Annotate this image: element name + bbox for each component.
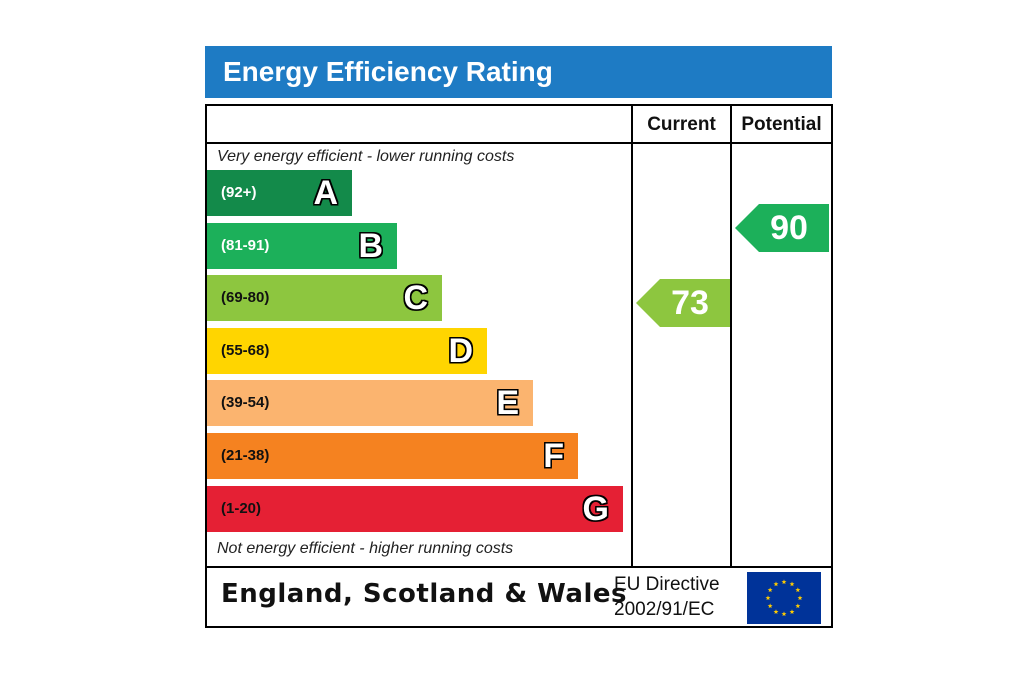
arrow-shape xyxy=(636,279,730,327)
eu-star-icon xyxy=(773,581,779,587)
band-a: (92+) A xyxy=(207,170,352,216)
eu-directive-line2: 2002/91/EC xyxy=(614,599,715,620)
band-letter: D xyxy=(448,332,473,370)
note-very-efficient: Very energy efficient - lower running co… xyxy=(217,148,515,165)
rating-table: Current Potential Very energy efficient … xyxy=(205,104,833,628)
band-letter: A xyxy=(313,174,338,212)
potential-rating-arrow: 90 xyxy=(735,204,829,252)
eu-directive: EU Directive 2002/91/EC xyxy=(614,572,720,622)
band-range: (69-80) xyxy=(221,289,270,306)
footer-country: England, Scotland & Wales xyxy=(221,579,627,609)
band-f: (21-38) F xyxy=(207,433,578,479)
current-rating-value: 73 xyxy=(671,284,709,322)
eu-flag-icon xyxy=(747,572,821,624)
eu-star-icon xyxy=(781,611,787,617)
band-letter: F xyxy=(543,437,564,475)
band-range: (39-54) xyxy=(221,394,270,411)
eu-star-icon xyxy=(795,603,801,609)
band-d: (55-68) D xyxy=(207,328,487,374)
band-letter: G xyxy=(582,490,609,528)
eu-star-icon xyxy=(795,587,801,593)
band-letter: E xyxy=(496,384,519,422)
band-range: (21-38) xyxy=(221,447,270,464)
title-bar: Energy Efficiency Rating xyxy=(205,46,832,98)
eu-star-icon xyxy=(781,579,787,585)
band-e: (39-54) E xyxy=(207,380,533,426)
column-divider-current xyxy=(631,106,633,566)
band-range: (92+) xyxy=(221,184,257,201)
eu-star-icon xyxy=(767,587,773,593)
column-header-current: Current xyxy=(647,114,716,135)
eu-directive-line1: EU Directive xyxy=(614,574,720,595)
band-letter: C xyxy=(403,279,428,317)
eu-star-icon xyxy=(789,609,795,614)
band-c: (69-80) C xyxy=(207,275,442,321)
band-g: (1-20) G xyxy=(207,486,623,532)
eu-star-icon xyxy=(773,609,779,614)
arrow-shape xyxy=(735,204,829,252)
potential-rating-value: 90 xyxy=(770,209,808,247)
footer-divider xyxy=(207,566,831,568)
column-header-potential: Potential xyxy=(741,114,822,135)
current-rating-arrow: 73 xyxy=(636,279,730,327)
band-letter: B xyxy=(358,227,383,265)
band-b: (81-91) B xyxy=(207,223,397,269)
band-range: (1-20) xyxy=(221,500,262,517)
band-range: (81-91) xyxy=(221,237,270,254)
band-range: (55-68) xyxy=(221,342,270,359)
eu-star-icon xyxy=(765,595,771,601)
chart-title: Energy Efficiency Rating xyxy=(223,56,553,87)
header-divider xyxy=(207,142,831,144)
eu-star-icon xyxy=(767,603,773,609)
eu-star-icon xyxy=(789,581,795,587)
note-not-efficient: Not energy efficient - higher running co… xyxy=(217,540,514,557)
column-divider-potential xyxy=(730,106,732,566)
eu-star-icon xyxy=(797,595,803,601)
